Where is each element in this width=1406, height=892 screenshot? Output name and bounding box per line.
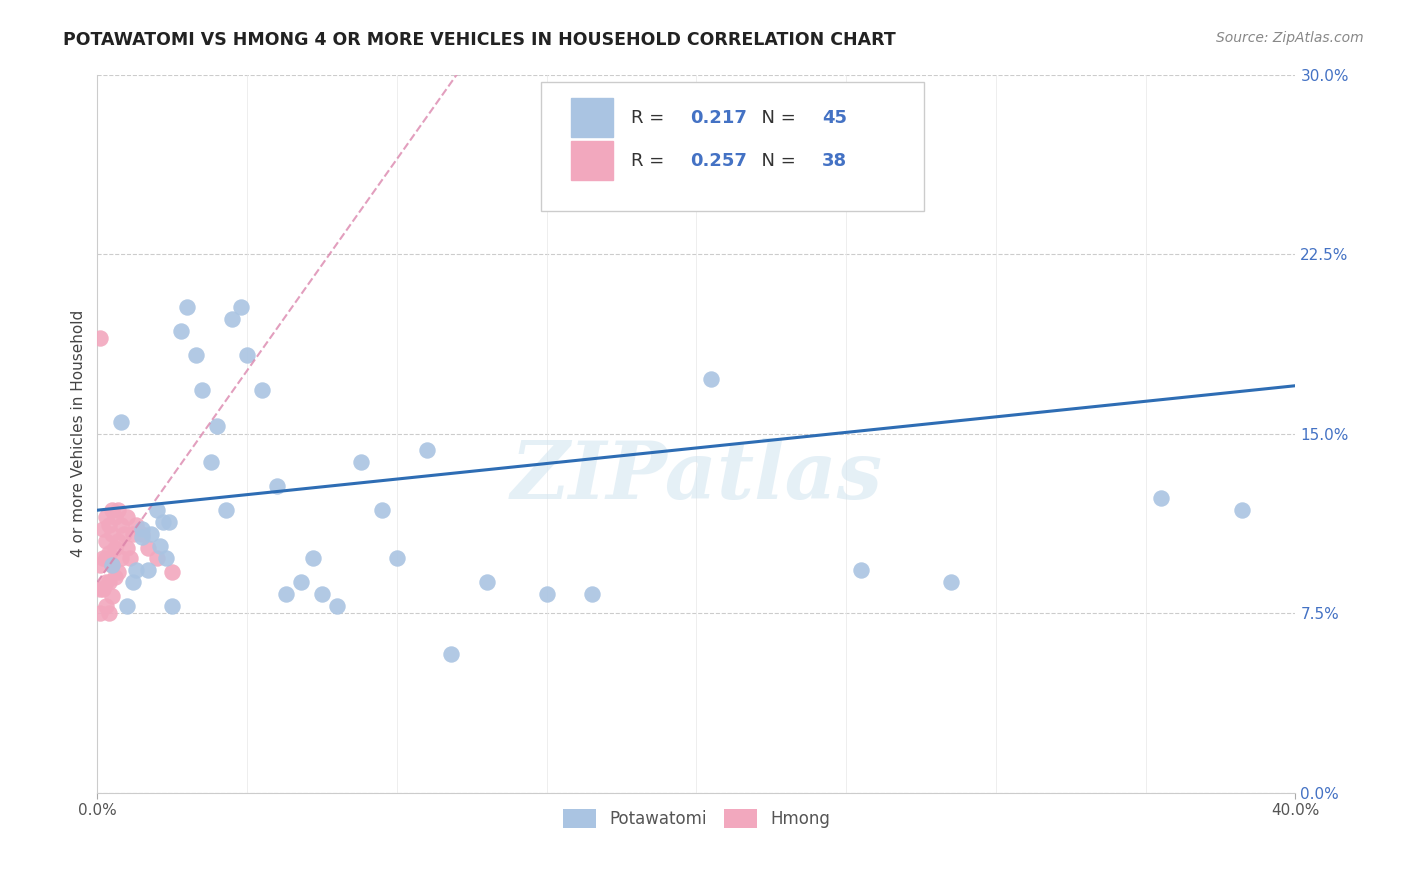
Point [98, 517, 121, 532]
Point [229, 300, 252, 314]
Text: 38: 38 [823, 152, 848, 169]
Point [700, 371, 723, 385]
Point [200, 455, 222, 469]
Point [104, 570, 127, 584]
Point [89, 606, 111, 620]
Point [122, 527, 145, 541]
Bar [571, 98, 613, 137]
Point [475, 574, 498, 589]
Point [131, 527, 153, 541]
Point [101, 503, 124, 517]
Point [107, 534, 129, 549]
FancyBboxPatch shape [541, 82, 924, 211]
Point [290, 574, 312, 589]
Text: 45: 45 [823, 109, 848, 127]
Point [89, 582, 111, 597]
Point [215, 503, 238, 517]
Point [101, 558, 124, 573]
Point [160, 566, 183, 580]
Point [536, 587, 558, 601]
Point [440, 647, 463, 661]
Point [110, 517, 132, 532]
Point [117, 541, 139, 556]
Text: N =: N = [751, 152, 801, 169]
Text: R =: R = [630, 152, 669, 169]
Point [107, 503, 129, 517]
Point [117, 510, 139, 524]
Point [266, 479, 288, 493]
Text: 0.257: 0.257 [690, 152, 748, 169]
Point [191, 384, 214, 398]
Point [160, 599, 183, 613]
Point [136, 541, 159, 556]
Point [131, 522, 153, 536]
Point [101, 527, 124, 541]
Point [122, 574, 145, 589]
Text: 0.217: 0.217 [690, 109, 748, 127]
Point [350, 455, 373, 469]
Point [302, 551, 325, 566]
Point [107, 566, 129, 580]
Point [117, 599, 139, 613]
Point [205, 419, 228, 434]
Point [136, 563, 159, 577]
Point [149, 539, 172, 553]
Point [120, 551, 142, 566]
Point [89, 331, 111, 345]
Text: R =: R = [630, 109, 669, 127]
Point [93, 522, 115, 536]
Point [104, 541, 127, 556]
Point [125, 563, 148, 577]
Point [112, 527, 135, 541]
Point [125, 517, 148, 532]
Point [236, 348, 259, 362]
Point [939, 574, 962, 589]
Point [101, 558, 124, 573]
Point [581, 587, 603, 601]
Point [141, 527, 163, 541]
Point [131, 529, 153, 543]
Point [93, 582, 115, 597]
Point [93, 551, 115, 566]
Point [104, 510, 127, 524]
Text: Source: ZipAtlas.com: Source: ZipAtlas.com [1216, 31, 1364, 45]
Y-axis label: 4 or more Vehicles in Household: 4 or more Vehicles in Household [72, 310, 86, 558]
Point [170, 324, 193, 338]
Point [152, 515, 174, 529]
Point [146, 551, 169, 566]
Point [98, 574, 121, 589]
Point [371, 503, 394, 517]
Point [96, 551, 118, 566]
Point [146, 503, 169, 517]
Point [157, 515, 180, 529]
Point [96, 574, 118, 589]
Point [96, 599, 118, 613]
Point [96, 510, 118, 524]
Point [98, 546, 121, 560]
Point [274, 587, 297, 601]
Point [1230, 503, 1253, 517]
Bar [571, 141, 613, 180]
Point [326, 599, 349, 613]
Point [416, 443, 439, 458]
Point [96, 534, 118, 549]
Text: ZIPatlas: ZIPatlas [510, 438, 883, 516]
Legend: Potawatomi, Hmong: Potawatomi, Hmong [555, 802, 837, 835]
Point [110, 415, 132, 429]
Text: POTAWATOMI VS HMONG 4 OR MORE VEHICLES IN HOUSEHOLD CORRELATION CHART: POTAWATOMI VS HMONG 4 OR MORE VEHICLES I… [63, 31, 896, 49]
Point [155, 551, 177, 566]
Text: N =: N = [751, 109, 801, 127]
Point [221, 311, 243, 326]
Point [110, 551, 132, 566]
Point [98, 606, 121, 620]
Point [186, 348, 208, 362]
Point [176, 300, 198, 314]
Point [250, 384, 273, 398]
Point [101, 590, 124, 604]
Point [311, 587, 333, 601]
Point [385, 551, 408, 566]
Point [89, 558, 111, 573]
Point [849, 563, 872, 577]
Point [1150, 491, 1173, 506]
